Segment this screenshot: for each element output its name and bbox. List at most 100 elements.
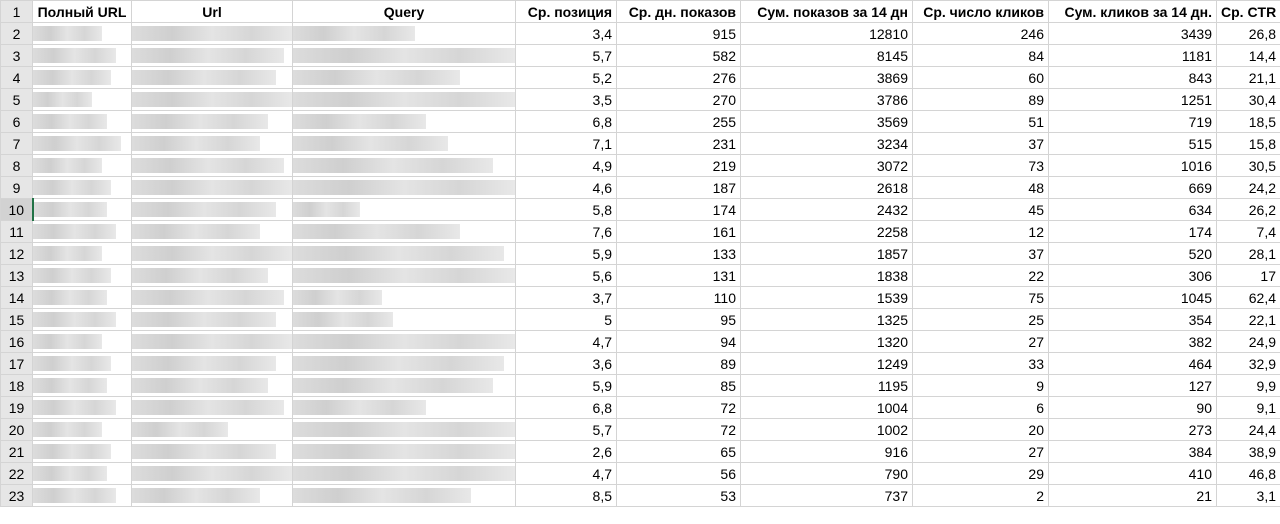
cell-avg-position[interactable]: 4,9 xyxy=(515,154,617,177)
cell-sum-impressions-14d[interactable]: 1838 xyxy=(740,264,913,287)
cell-avg-clicks[interactable]: 27 xyxy=(912,330,1049,353)
cell-sum-clicks-14d[interactable]: 127 xyxy=(1048,374,1217,397)
cell-sum-clicks-14d[interactable]: 382 xyxy=(1048,330,1217,353)
cell-url-redacted[interactable] xyxy=(131,352,293,375)
cell-query-redacted[interactable] xyxy=(292,132,516,155)
cell-avg-clicks[interactable]: 84 xyxy=(912,44,1049,67)
cell-full-url-redacted[interactable] xyxy=(32,242,132,265)
cell-avg-ctr[interactable]: 26,8 xyxy=(1216,22,1280,45)
cell-avg-ctr[interactable]: 32,9 xyxy=(1216,352,1280,375)
cell-avg-position[interactable]: 7,1 xyxy=(515,132,617,155)
cell-avg-ctr[interactable]: 24,9 xyxy=(1216,330,1280,353)
row-number[interactable]: 16 xyxy=(0,330,33,353)
cell-full-url-redacted[interactable] xyxy=(32,352,132,375)
cell-query-redacted[interactable] xyxy=(292,484,516,507)
cell-sum-impressions-14d[interactable]: 790 xyxy=(740,462,913,485)
cell-full-url-redacted[interactable] xyxy=(32,44,132,67)
cell-avg-clicks[interactable]: 29 xyxy=(912,462,1049,485)
row-number[interactable]: 6 xyxy=(0,110,33,133)
cell-url-redacted[interactable] xyxy=(131,110,293,133)
cell-full-url-redacted[interactable] xyxy=(32,418,132,441)
cell-full-url-redacted[interactable] xyxy=(32,176,132,199)
cell-avg-clicks[interactable]: 51 xyxy=(912,110,1049,133)
cell-sum-impressions-14d[interactable]: 3569 xyxy=(740,110,913,133)
row-number[interactable]: 22 xyxy=(0,462,33,485)
cell-query-redacted[interactable] xyxy=(292,22,516,45)
cell-avg-ctr[interactable]: 62,4 xyxy=(1216,286,1280,309)
cell-full-url-redacted[interactable] xyxy=(32,264,132,287)
cell-url-redacted[interactable] xyxy=(131,330,293,353)
cell-sum-clicks-14d[interactable]: 1045 xyxy=(1048,286,1217,309)
cell-sum-impressions-14d[interactable]: 1004 xyxy=(740,396,913,419)
cell-avg-position[interactable]: 5,9 xyxy=(515,242,617,265)
cell-sum-clicks-14d[interactable]: 410 xyxy=(1048,462,1217,485)
row-number[interactable]: 7 xyxy=(0,132,33,155)
cell-url-redacted[interactable] xyxy=(131,22,293,45)
cell-avg-clicks[interactable]: 60 xyxy=(912,66,1049,89)
cell-sum-clicks-14d[interactable]: 515 xyxy=(1048,132,1217,155)
cell-avg-position[interactable]: 3,5 xyxy=(515,88,617,111)
cell-avg-ctr[interactable]: 3,1 xyxy=(1216,484,1280,507)
cell-avg-clicks[interactable]: 37 xyxy=(912,132,1049,155)
cell-avg-position[interactable]: 3,7 xyxy=(515,286,617,309)
cell-sum-clicks-14d[interactable]: 719 xyxy=(1048,110,1217,133)
cell-avg-position[interactable]: 6,8 xyxy=(515,110,617,133)
cell-avg-position[interactable]: 4,6 xyxy=(515,176,617,199)
row-number[interactable]: 1 xyxy=(0,0,33,23)
cell-url-redacted[interactable] xyxy=(131,44,293,67)
cell-avg-ctr[interactable]: 14,4 xyxy=(1216,44,1280,67)
cell-avg-daily-impressions[interactable]: 95 xyxy=(616,308,741,331)
row-number[interactable]: 23 xyxy=(0,484,33,507)
cell-avg-position[interactable]: 6,8 xyxy=(515,396,617,419)
cell-url-redacted[interactable] xyxy=(131,418,293,441)
header-avg-clicks[interactable]: Ср. число кликов xyxy=(912,0,1049,23)
cell-avg-clicks[interactable]: 27 xyxy=(912,440,1049,463)
cell-avg-daily-impressions[interactable]: 89 xyxy=(616,352,741,375)
cell-full-url-redacted[interactable] xyxy=(32,66,132,89)
row-number[interactable]: 20 xyxy=(0,418,33,441)
cell-sum-impressions-14d[interactable]: 3234 xyxy=(740,132,913,155)
cell-avg-ctr[interactable]: 9,1 xyxy=(1216,396,1280,419)
cell-query-redacted[interactable] xyxy=(292,154,516,177)
cell-avg-ctr[interactable]: 30,5 xyxy=(1216,154,1280,177)
cell-query-redacted[interactable] xyxy=(292,396,516,419)
cell-full-url-redacted[interactable] xyxy=(32,308,132,331)
cell-avg-clicks[interactable]: 12 xyxy=(912,220,1049,243)
cell-sum-impressions-14d[interactable]: 1195 xyxy=(740,374,913,397)
cell-query-redacted[interactable] xyxy=(292,88,516,111)
cell-avg-daily-impressions[interactable]: 255 xyxy=(616,110,741,133)
cell-sum-clicks-14d[interactable]: 3439 xyxy=(1048,22,1217,45)
cell-query-redacted[interactable] xyxy=(292,418,516,441)
cell-url-redacted[interactable] xyxy=(131,440,293,463)
row-number[interactable]: 8 xyxy=(0,154,33,177)
cell-sum-impressions-14d[interactable]: 1325 xyxy=(740,308,913,331)
cell-url-redacted[interactable] xyxy=(131,308,293,331)
cell-full-url-redacted[interactable] xyxy=(32,132,132,155)
cell-query-redacted[interactable] xyxy=(292,176,516,199)
cell-sum-impressions-14d[interactable]: 737 xyxy=(740,484,913,507)
cell-sum-clicks-14d[interactable]: 1251 xyxy=(1048,88,1217,111)
cell-avg-position[interactable]: 2,6 xyxy=(515,440,617,463)
cell-avg-clicks[interactable]: 9 xyxy=(912,374,1049,397)
cell-full-url-redacted[interactable] xyxy=(32,440,132,463)
cell-avg-ctr[interactable]: 24,4 xyxy=(1216,418,1280,441)
header-sum-impressions-14d[interactable]: Сум. показов за 14 дн xyxy=(740,0,913,23)
header-sum-clicks-14d[interactable]: Сум. кликов за 14 дн. xyxy=(1048,0,1217,23)
cell-url-redacted[interactable] xyxy=(131,132,293,155)
cell-avg-position[interactable]: 5,7 xyxy=(515,44,617,67)
cell-avg-clicks[interactable]: 246 xyxy=(912,22,1049,45)
row-number[interactable]: 9 xyxy=(0,176,33,199)
cell-avg-daily-impressions[interactable]: 276 xyxy=(616,66,741,89)
cell-url-redacted[interactable] xyxy=(131,198,293,221)
cell-avg-daily-impressions[interactable]: 133 xyxy=(616,242,741,265)
cell-url-redacted[interactable] xyxy=(131,220,293,243)
cell-sum-impressions-14d[interactable]: 3869 xyxy=(740,66,913,89)
cell-avg-daily-impressions[interactable]: 56 xyxy=(616,462,741,485)
row-number[interactable]: 11 xyxy=(0,220,33,243)
cell-query-redacted[interactable] xyxy=(292,440,516,463)
cell-query-redacted[interactable] xyxy=(292,352,516,375)
cell-avg-ctr[interactable]: 15,8 xyxy=(1216,132,1280,155)
header-query[interactable]: Query xyxy=(292,0,516,23)
row-number[interactable]: 19 xyxy=(0,396,33,419)
cell-avg-daily-impressions[interactable]: 161 xyxy=(616,220,741,243)
